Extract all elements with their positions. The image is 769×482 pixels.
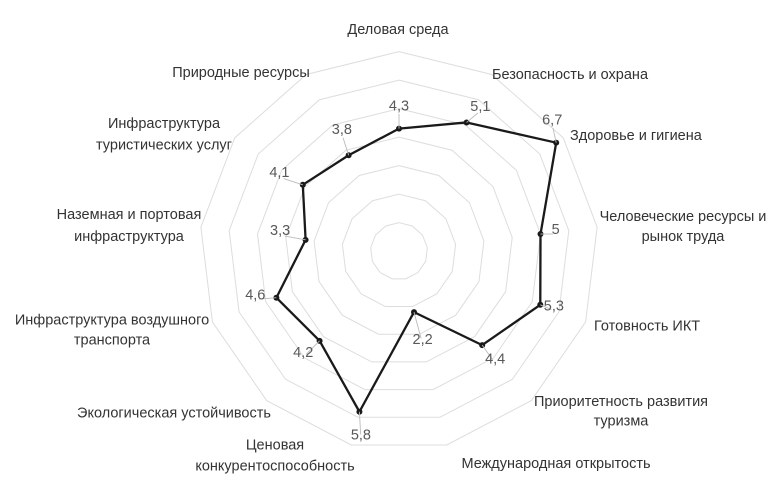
svg-text:рынок труда: рынок труда xyxy=(642,229,726,245)
svg-text:2,2: 2,2 xyxy=(413,332,433,348)
svg-text:5,8: 5,8 xyxy=(351,427,371,443)
svg-text:4,3: 4,3 xyxy=(389,99,409,115)
svg-text:Безопасность и охрана: Безопасность и охрана xyxy=(492,67,649,83)
svg-text:Инфраструктура: Инфраструктура xyxy=(108,116,221,132)
svg-text:транспорта: транспорта xyxy=(74,333,151,349)
svg-text:5: 5 xyxy=(552,222,560,238)
svg-text:туристических услуг: туристических услуг xyxy=(96,138,232,154)
svg-text:Здоровье и гигиена: Здоровье и гигиена xyxy=(570,128,703,144)
svg-text:3,3: 3,3 xyxy=(270,223,290,239)
svg-text:Экологическая устойчивость: Экологическая устойчивость xyxy=(77,405,271,421)
svg-text:Приоритетность развития: Приоритетность развития xyxy=(534,394,708,410)
svg-text:4,6: 4,6 xyxy=(245,287,265,303)
svg-text:Готовность ИКТ: Готовность ИКТ xyxy=(594,318,700,334)
svg-text:туризма: туризма xyxy=(594,413,650,429)
svg-text:4,4: 4,4 xyxy=(485,351,505,367)
svg-text:5,1: 5,1 xyxy=(470,99,490,115)
svg-text:4,2: 4,2 xyxy=(293,345,313,361)
svg-text:Наземная и портовая: Наземная и портовая xyxy=(57,207,202,223)
svg-text:конкурентоспособность: конкурентоспособность xyxy=(195,458,354,474)
svg-text:Инфраструктура воздушного: Инфраструктура воздушного xyxy=(15,313,209,329)
svg-text:Международная открытость: Международная открытость xyxy=(461,456,650,472)
svg-text:инфраструктура: инфраструктура xyxy=(74,229,185,245)
svg-text:5,3: 5,3 xyxy=(544,299,564,315)
svg-text:Ценовая: Ценовая xyxy=(246,437,304,453)
svg-text:Деловая среда: Деловая среда xyxy=(347,22,449,38)
svg-text:6,7: 6,7 xyxy=(542,113,562,129)
svg-text:Человеческие ресурсы и: Человеческие ресурсы и xyxy=(600,209,767,225)
svg-text:4,1: 4,1 xyxy=(269,165,289,181)
svg-text:3,8: 3,8 xyxy=(332,122,352,138)
svg-text:Природные ресурсы: Природные ресурсы xyxy=(172,65,310,81)
